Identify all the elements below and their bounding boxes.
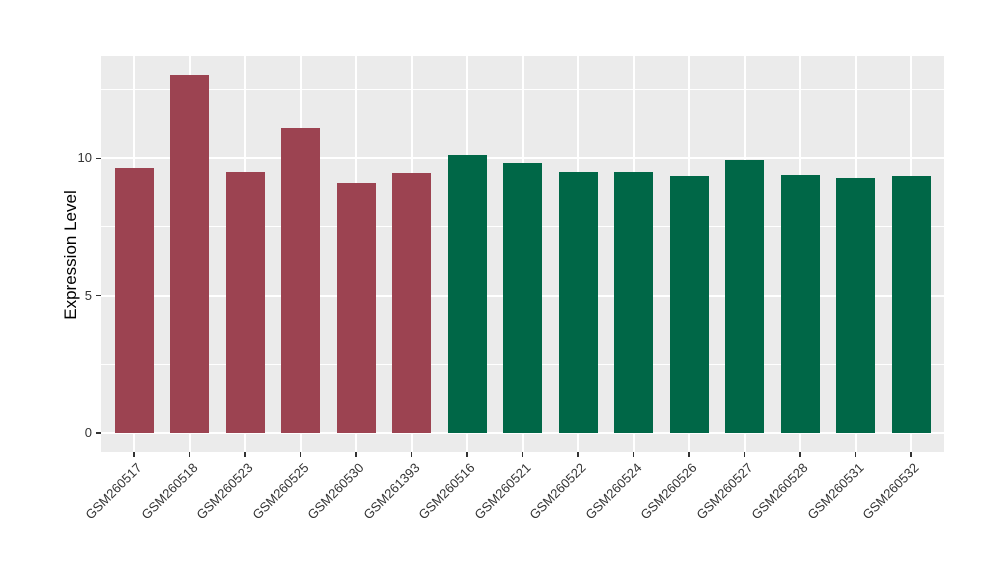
bar-GSM260532 <box>891 176 931 433</box>
x-tick-mark <box>910 452 912 457</box>
x-tick-mark <box>688 452 690 457</box>
bar-GSM260531 <box>836 177 875 433</box>
x-tick-mark <box>854 452 857 457</box>
bar-GSM260521 <box>503 162 542 433</box>
x-tick-mark <box>466 452 468 457</box>
x-tick-mark <box>577 452 579 457</box>
y-tick-mark <box>96 432 101 434</box>
bar-GSM260522 <box>558 172 598 433</box>
x-tick-mark <box>521 452 524 457</box>
x-tick-mark <box>632 452 635 457</box>
y-tick-label: 5 <box>84 287 92 303</box>
y-tick-label: 0 <box>84 425 92 440</box>
y-tick-label: 10 <box>77 150 92 166</box>
y-axis-title: Expression Level <box>61 190 80 320</box>
plot-panel <box>101 56 944 452</box>
x-tick-mark <box>743 452 746 457</box>
bar-GSM260523 <box>225 172 265 433</box>
bar-GSM260518 <box>170 74 209 433</box>
y-tick-mark <box>96 157 101 160</box>
bar-GSM260524 <box>614 172 653 433</box>
x-tick-mark <box>410 452 413 457</box>
x-tick-mark <box>188 452 191 457</box>
x-tick-mark <box>133 452 135 457</box>
x-tick-mark <box>244 452 246 457</box>
bar-GSM260525 <box>281 127 320 433</box>
bar-GSM260517 <box>114 167 154 433</box>
x-tick-mark <box>799 452 801 457</box>
x-tick-mark <box>299 452 302 457</box>
bar-GSM260526 <box>669 175 709 433</box>
y-tick-mark <box>96 294 101 297</box>
bar-GSM260528 <box>780 175 820 433</box>
bar-GSM260530 <box>336 182 376 433</box>
x-tick-mark <box>355 452 357 457</box>
bar-GSM260527 <box>725 159 764 433</box>
bar-GSM261393 <box>392 173 431 433</box>
bar-GSM260516 <box>447 154 487 433</box>
x-tick-label-GSM260517: GSM260517 <box>82 460 145 523</box>
